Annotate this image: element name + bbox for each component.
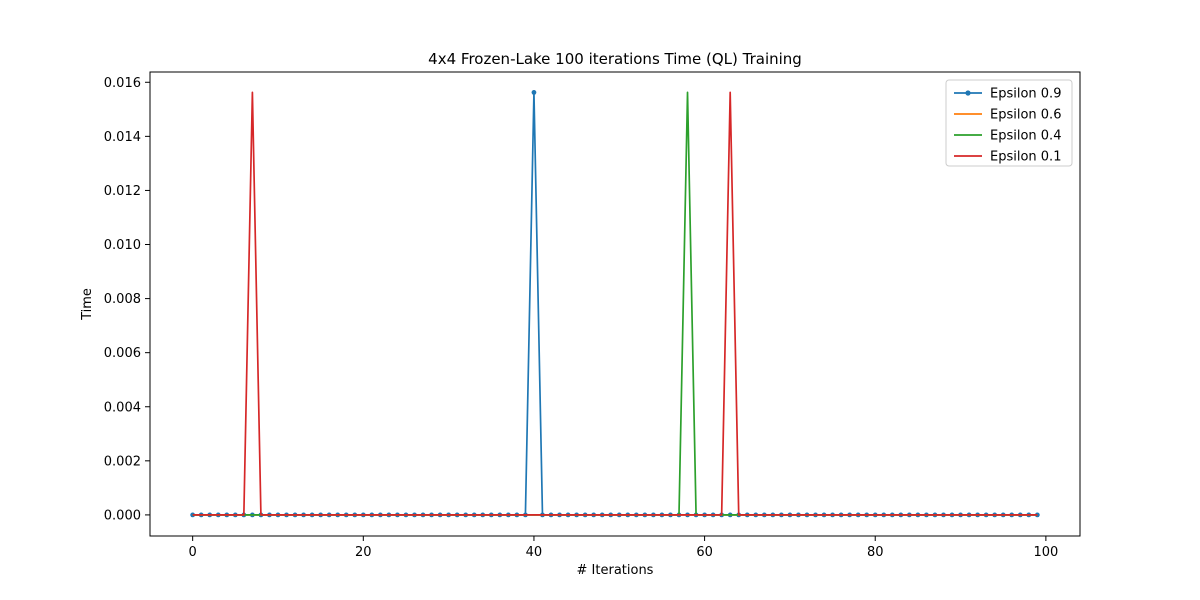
x-tick-label: 40 xyxy=(526,545,543,560)
legend-item: Epsilon 0.1 xyxy=(954,150,1061,165)
axes-layer: 0 20 40 60 80 100 0.000 0.002 0.004 0.006 0.008 0.0… xyxy=(104,71,1081,560)
legend-marker xyxy=(965,90,971,96)
x-tick-label: 60 xyxy=(696,545,713,560)
legend-item: Epsilon 0.9 xyxy=(954,87,1061,102)
x-tick-label: 80 xyxy=(867,545,884,560)
legend-box xyxy=(945,79,1073,167)
x-axis-label: # Iterations xyxy=(577,563,654,578)
y-tick-label: 0.006 xyxy=(104,346,141,361)
legend-item: Epsilon 0.4 xyxy=(954,129,1061,144)
legend-label: Epsilon 0.9 xyxy=(990,87,1061,102)
series-layer xyxy=(190,90,1040,518)
chart-title: 4x4 Frozen-Lake 100 iterations Time (QL)… xyxy=(428,50,802,68)
y-tick-label: 0.008 xyxy=(104,292,141,307)
y-tick-label: 0.002 xyxy=(104,454,141,469)
y-tick-label: 0.000 xyxy=(104,508,141,523)
axes-frame xyxy=(149,71,1081,537)
data-point xyxy=(531,90,537,95)
legend-item: Epsilon 0.6 xyxy=(954,108,1061,123)
y-tick-label: 0.014 xyxy=(104,130,141,145)
legend-label: Epsilon 0.4 xyxy=(990,129,1061,144)
y-axis-label: Time xyxy=(80,288,95,321)
x-tick-label: 20 xyxy=(355,545,372,560)
plot-background xyxy=(150,72,1080,536)
plot-area xyxy=(150,72,1080,536)
series-line xyxy=(192,91,1038,516)
y-tick-label: 0.012 xyxy=(104,184,141,199)
series-3 xyxy=(192,91,1038,516)
legend-label: Epsilon 0.1 xyxy=(990,150,1061,165)
legend-label: Epsilon 0.6 xyxy=(990,108,1061,123)
y-tick-label: 0.004 xyxy=(104,400,141,415)
y-tick-label: 0.016 xyxy=(104,76,141,91)
x-tick-label: 0 xyxy=(189,545,197,560)
x-tick-label: 100 xyxy=(1033,545,1058,560)
legend: Epsilon 0.9 Epsilon 0.6 Epsilon 0.4 Epsilon… xyxy=(945,79,1073,167)
y-tick-label: 0.010 xyxy=(104,238,141,253)
